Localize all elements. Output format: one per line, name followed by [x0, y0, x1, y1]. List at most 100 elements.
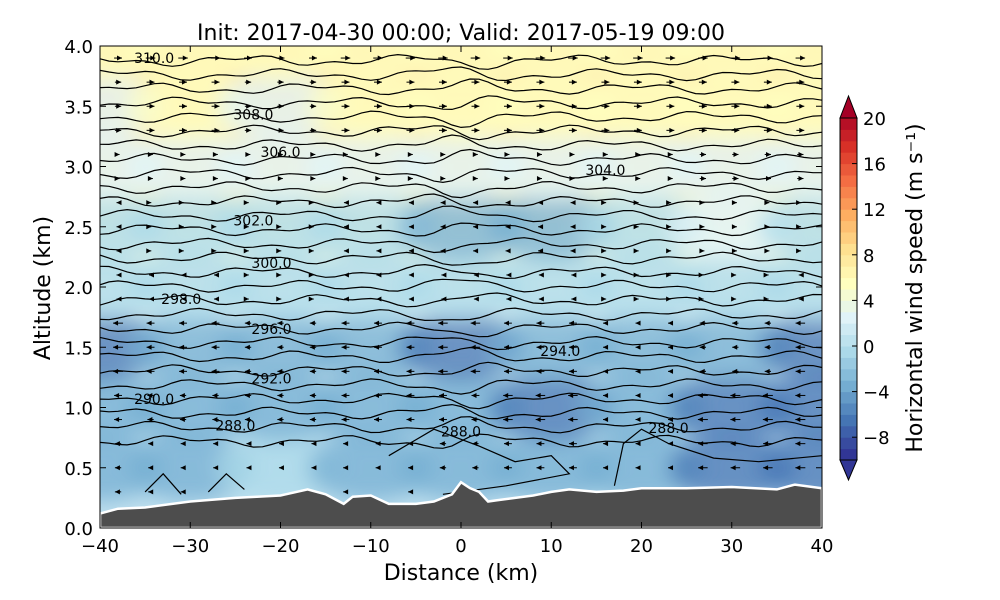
wind-vector-head [635, 441, 641, 447]
colorbar-segment [840, 163, 857, 176]
wind-vector-head [503, 320, 509, 326]
wind-vector-head [472, 465, 478, 471]
wind-vector-head [441, 79, 447, 85]
wind-vector-head [212, 151, 218, 157]
wind-vector-head [114, 176, 120, 182]
y-tick-label: 3.0 [64, 158, 93, 179]
wind-vector-head [799, 103, 805, 109]
wind-vector-head [766, 103, 772, 109]
wind-vector-head [635, 151, 641, 157]
wind-cell [758, 192, 822, 261]
wind-vector-head [244, 392, 250, 398]
wind-vector-head [568, 417, 574, 423]
x-axis: −40 −30 −20 −10 0 10 20 30 40 [81, 46, 833, 557]
contour-label: 296.0 [251, 322, 291, 338]
wind-vector-head [311, 79, 317, 85]
wind-vector-head [536, 368, 542, 374]
wind-vector-head [667, 176, 673, 182]
colorbar-tick-label: 20 [863, 109, 886, 130]
wind-vector-head [114, 465, 120, 471]
wind-vector-head [343, 441, 349, 447]
y-axis-label: Altitude (km) [31, 216, 56, 360]
wind-vector-head [669, 127, 675, 133]
wind-vector-head [278, 127, 284, 133]
wind-vector-head [342, 151, 348, 157]
wind-vector-head [666, 296, 672, 302]
wind-vector-head [538, 272, 544, 278]
wind-vector-head [116, 272, 122, 278]
wind-cell [307, 72, 434, 141]
wind-vector-head [343, 224, 349, 230]
wind-cell [758, 72, 822, 141]
svg-text:308.0: 308.0 [233, 108, 273, 124]
colorbar-tick-label: 8 [863, 246, 874, 267]
wind-cell [668, 132, 795, 201]
wind-cell [397, 373, 525, 442]
wind-vector-head [440, 200, 446, 206]
wind-cell [488, 132, 615, 201]
wind-vector-head [277, 320, 283, 326]
wind-vector-head [795, 320, 801, 326]
wind-vector-head [308, 272, 314, 278]
wind-vector-head [731, 200, 737, 206]
wind-vector-head [244, 320, 250, 326]
x-tick-label: 30 [720, 536, 743, 557]
plot-area: 288.0 290.0 292.0 294.0 296.0 298.0 300.0 302.0… [100, 46, 822, 528]
wind-vector-head [278, 441, 284, 447]
wind-vector-head [245, 176, 251, 182]
wind-vector-head [438, 344, 444, 350]
theta-contour-line [100, 134, 822, 152]
wind-vector-head [733, 151, 739, 157]
wind-vector-head [505, 248, 511, 254]
wind-vector-head [795, 465, 801, 471]
wind-vector-head [636, 103, 642, 109]
wind-cell [397, 132, 525, 201]
wind-vector-head [730, 441, 736, 447]
wind-vector-head [279, 55, 285, 61]
wind-vector-head [116, 127, 122, 133]
wind-vector-head [735, 55, 741, 61]
y-tick-label: 4.0 [64, 37, 93, 58]
theta-contour-line [100, 361, 822, 377]
wind-vector-head [276, 224, 282, 230]
theta-contour-line [388, 428, 571, 495]
wind-vector-head [668, 417, 674, 423]
wind-vector-head [795, 368, 801, 374]
wind-vector-head [213, 465, 219, 471]
wind-vector-head [766, 151, 771, 157]
wind-vector-head [406, 368, 412, 374]
wind-vector-head [149, 127, 155, 133]
wind-vector-head [602, 176, 608, 182]
wind-vector-head [601, 248, 607, 254]
wind-vector-head [633, 272, 639, 278]
wind-vector-head [506, 79, 512, 85]
wind-vector-head [699, 368, 705, 374]
theta-contour-line [100, 378, 822, 395]
wind-vector-head [377, 55, 383, 61]
colorbar-segment [840, 334, 857, 347]
wind-vector-head [211, 368, 217, 374]
wind-vector-head [146, 344, 152, 350]
wind-vector-head [540, 55, 546, 61]
contour-labels: 288.0 290.0 292.0 294.0 296.0 298.0 300.0 302.0… [134, 51, 689, 441]
wind-vector-head [604, 103, 610, 109]
wind-vector-head [146, 200, 152, 206]
wind-vector-head [471, 392, 477, 398]
y-tick-label: 0.5 [64, 459, 93, 480]
theta-contour-line [100, 222, 822, 237]
wind-vector-head [766, 127, 772, 133]
wind-vector-head [604, 127, 610, 133]
wind-vector-head [148, 272, 154, 278]
wind-vector-head [536, 176, 542, 182]
wind-vector-head [245, 151, 251, 157]
wind-vector-head [572, 55, 578, 61]
wind-vector-head [699, 200, 705, 206]
wind-vector-head [407, 176, 413, 182]
wind-vector-head [277, 151, 283, 157]
theta-contour-line [100, 321, 822, 338]
wind-vector-head [635, 176, 641, 182]
wind-vector-head [471, 417, 477, 423]
wind-vector-head [635, 392, 641, 398]
wind-vector-head [409, 127, 415, 133]
theta-contour-line [100, 78, 822, 96]
